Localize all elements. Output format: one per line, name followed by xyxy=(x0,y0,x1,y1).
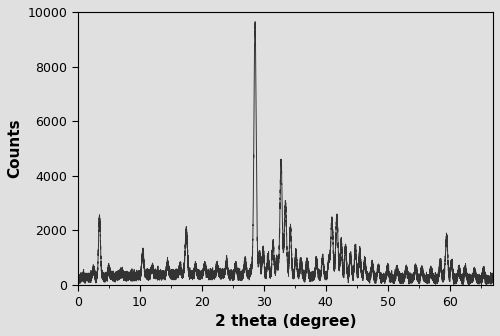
Y-axis label: Counts: Counts xyxy=(7,119,22,178)
X-axis label: 2 theta (degree): 2 theta (degree) xyxy=(214,314,356,329)
